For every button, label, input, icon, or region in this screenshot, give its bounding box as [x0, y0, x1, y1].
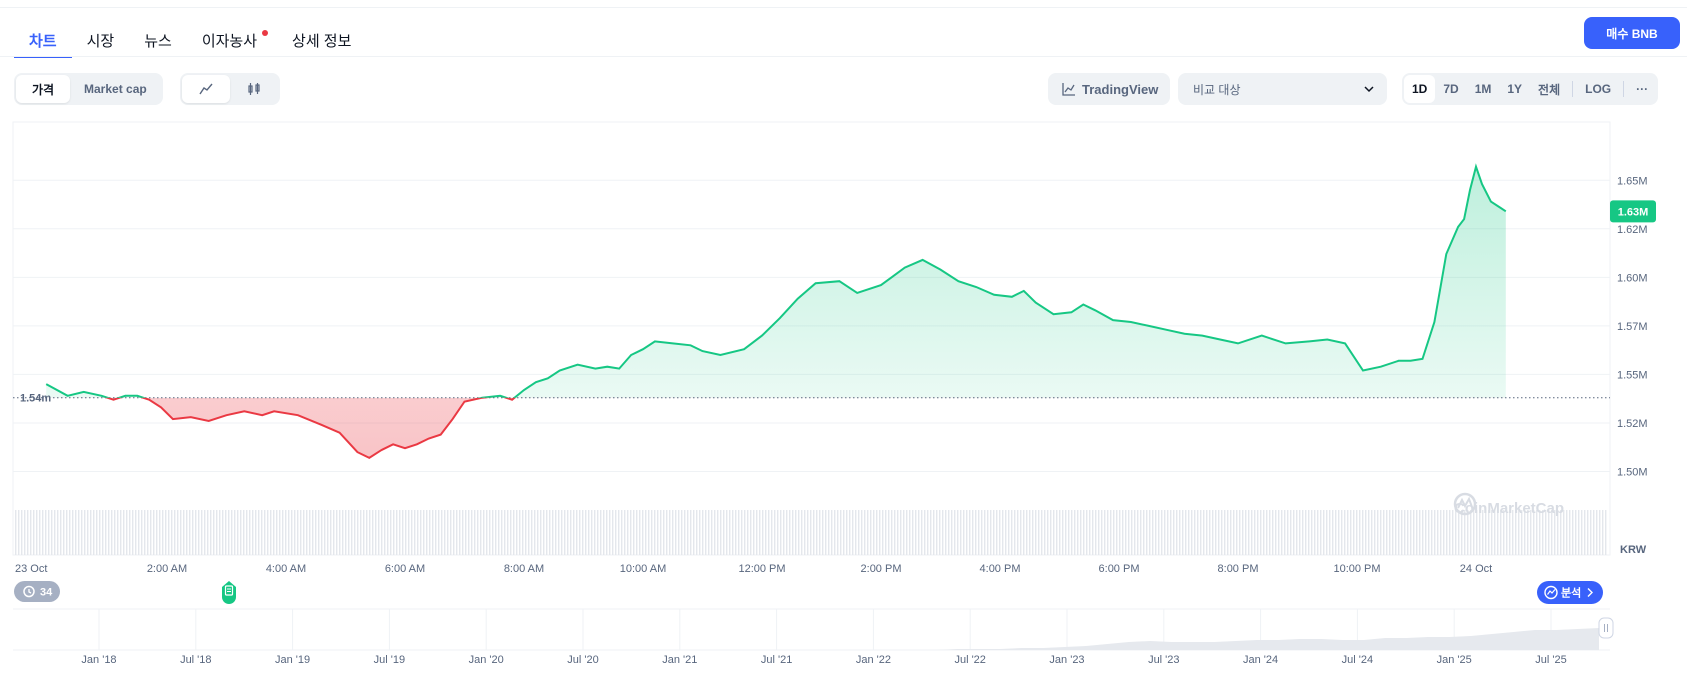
overview-x-label: Jan '25	[1437, 654, 1472, 666]
y-tick-label: 1.52M	[1617, 418, 1648, 430]
x-tick-label: 6:00 PM	[1099, 563, 1140, 575]
x-tick-label: 23 Oct	[15, 563, 47, 575]
log-toggle[interactable]: LOG	[1585, 82, 1612, 96]
line-chart-option[interactable]	[182, 75, 230, 103]
analysis-label: 분석	[1561, 586, 1581, 600]
price-line-up	[45, 163, 1507, 398]
more-options-button[interactable]: ···	[1636, 82, 1649, 96]
chart-type-toggle	[180, 73, 280, 105]
overview-x-label: Jul '24	[1342, 654, 1373, 666]
tradingview-button[interactable]: TradingView	[1048, 73, 1170, 105]
overview-x-label: Jan '22	[856, 654, 891, 666]
overview-x-label: Jul '20	[567, 654, 598, 666]
metric-toggle: 가격 Market cap	[14, 73, 163, 105]
tab-bar: 차트 시장 뉴스 이자농사 상세 정보	[14, 24, 366, 58]
x-tick-label: 10:00 PM	[1333, 563, 1380, 575]
tab-markets[interactable]: 시장	[86, 33, 115, 50]
y-tick-label: 1.65M	[1617, 175, 1648, 187]
x-tick-label: 2:00 AM	[147, 563, 187, 575]
x-tick-label: 12:00 PM	[738, 563, 785, 575]
chart-trend-icon	[1062, 83, 1075, 96]
x-tick-label: 10:00 AM	[620, 563, 666, 575]
price-line-down	[104, 397, 517, 460]
overview-x-label: Jul '23	[1148, 654, 1179, 666]
overview-area	[680, 628, 1599, 650]
overview-x-label: Jul '19	[374, 654, 405, 666]
range-all[interactable]: 전체	[1538, 82, 1561, 97]
range-1d[interactable]: 1D	[1404, 75, 1436, 103]
below-reference-area	[107, 397, 515, 458]
x-tick-label: 8:00 PM	[1218, 563, 1259, 575]
svg-text:1.63M: 1.63M	[1618, 206, 1649, 218]
overview-x-label: Jul '22	[954, 654, 985, 666]
chevron-down-icon	[1364, 86, 1374, 93]
metric-price-option[interactable]: 가격	[16, 75, 70, 103]
range-divider	[1572, 81, 1574, 97]
tab-divider	[0, 56, 1687, 57]
y-tick-label: 1.57M	[1617, 321, 1648, 333]
overview-x-label: Jul '25	[1535, 654, 1566, 666]
buy-bnb-button[interactable]: 매수 BNB	[1584, 17, 1680, 49]
x-tick-label: 2:00 PM	[861, 563, 902, 575]
coinmarketcap-logo-icon	[1453, 492, 1477, 516]
y-axis-labels: 1.65M 1.62M 1.60M 1.57M 1.55M 1.52M 1.50M	[1617, 175, 1648, 478]
overview-x-label: Jul '18	[180, 654, 211, 666]
y-tick-label: 1.55M	[1617, 369, 1648, 381]
compare-select[interactable]: 비교 대상	[1178, 73, 1387, 105]
analysis-button[interactable]: 분석	[1537, 581, 1603, 604]
overview-x-label: Jan '23	[1049, 654, 1084, 666]
watermark-text: CoinMarketCap	[1454, 500, 1564, 517]
y-tick-label: 1.60M	[1617, 272, 1648, 284]
overview-x-label: Jan '19	[275, 654, 310, 666]
document-icon	[224, 585, 234, 596]
x-axis-labels: 23 Oct 2:00 AM 4:00 AM 6:00 AM 8:00 AM 10:00 …	[15, 563, 1492, 575]
candlestick-icon	[248, 83, 260, 95]
tab-yield-farming[interactable]: 이자농사	[187, 24, 277, 56]
navigator-handle-icon[interactable]	[1598, 617, 1614, 639]
overview-x-label: Jan '20	[469, 654, 504, 666]
x-tick-label: 24 Oct	[1460, 563, 1492, 575]
line-chart-icon	[199, 83, 213, 95]
x-tick-label: 8:00 AM	[504, 563, 544, 575]
x-tick-label: 4:00 AM	[266, 563, 306, 575]
overview-x-label: Jan '18	[81, 654, 116, 666]
compare-placeholder: 비교 대상	[1193, 82, 1241, 97]
volume-bars	[15, 510, 1607, 555]
reference-price-label: 1.54m	[20, 393, 51, 405]
range-1m[interactable]: 1M	[1474, 82, 1492, 96]
x-tick-label: 4:00 PM	[980, 563, 1021, 575]
overview-x-label: Jan '21	[662, 654, 697, 666]
history-events-badge[interactable]: 34	[14, 581, 60, 602]
metric-marketcap-option[interactable]: Market cap	[84, 82, 147, 96]
overview-x-label: Jul '21	[761, 654, 792, 666]
news-event-marker[interactable]	[222, 581, 236, 604]
above-reference-area	[46, 166, 1506, 398]
current-price-tag: 1.63M	[1610, 200, 1656, 223]
tab-chart[interactable]: 차트	[14, 24, 72, 58]
y-tick-label: 1.62M	[1617, 224, 1648, 236]
range-7d[interactable]: 7D	[1443, 82, 1459, 96]
candlestick-option[interactable]	[230, 75, 278, 103]
time-range-selector: 1D 7D 1M 1Y 전체 LOG ···	[1402, 73, 1659, 105]
x-tick-label: 6:00 AM	[385, 563, 425, 575]
tradingview-label: TradingView	[1082, 81, 1159, 97]
currency-label: KRW	[1620, 544, 1647, 556]
history-icon	[23, 585, 35, 598]
overview-navigator[interactable]: Jan '18 Jul '18 Jan '19 Jul '19 Jan '20 Jul '…	[13, 608, 1614, 666]
chevron-right-icon	[1587, 588, 1593, 597]
range-divider-2	[1623, 81, 1625, 97]
tab-news[interactable]: 뉴스	[144, 33, 172, 50]
tab-details[interactable]: 상세 정보	[292, 33, 352, 50]
y-tick-label: 1.50M	[1617, 467, 1648, 479]
new-dot-badge	[262, 30, 269, 36]
history-count: 34	[40, 587, 53, 599]
range-1y[interactable]: 1Y	[1507, 82, 1523, 96]
analysis-icon	[1544, 585, 1558, 600]
top-border	[0, 0, 1687, 8]
overview-x-label: Jan '24	[1243, 654, 1278, 666]
